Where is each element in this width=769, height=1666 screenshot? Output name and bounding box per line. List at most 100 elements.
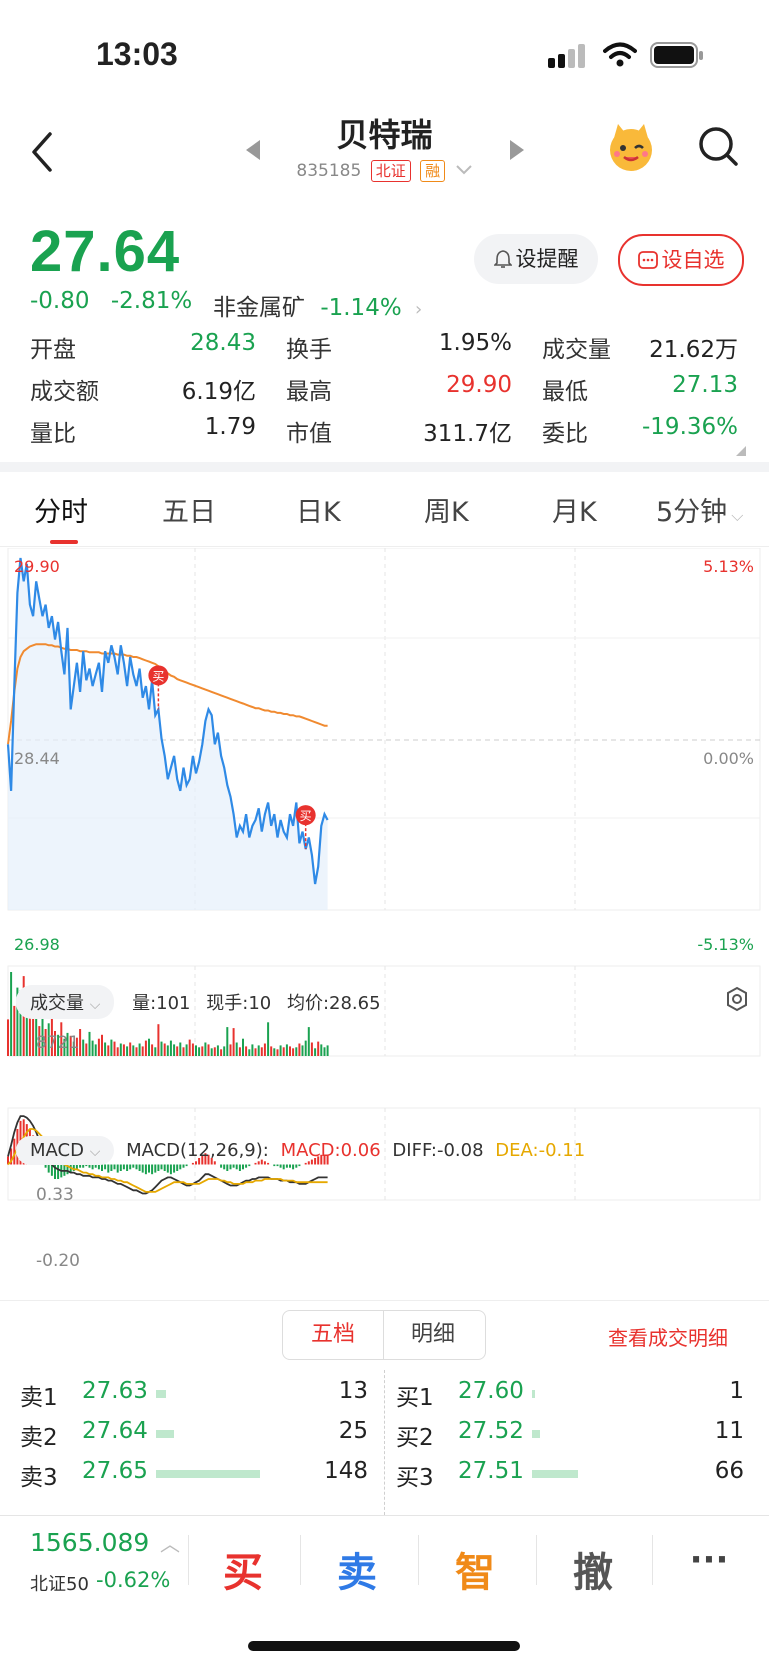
macd-bar xyxy=(210,1158,213,1165)
macd-bar xyxy=(148,1164,150,1173)
y-axis-mid-label: 28.44 xyxy=(14,749,60,768)
set-alert-button[interactable]: 设提醒 xyxy=(474,234,598,284)
prev-stock-icon[interactable] xyxy=(244,138,262,162)
volume-bar xyxy=(66,1032,69,1056)
chevron-down-icon: ⌵ xyxy=(89,1144,101,1160)
macd-bar xyxy=(204,1153,207,1165)
volume-bar xyxy=(201,1046,204,1056)
macd-header: MACD ⌵ MACD(12,26,9): MACD:0.06 DIFF:-0.… xyxy=(16,1136,585,1165)
y-axis-right-top-label: 5.13% xyxy=(703,557,754,576)
buy-level-row[interactable]: 买2 27.52 11 xyxy=(396,1418,756,1458)
volume-panel-frame xyxy=(7,965,761,1057)
sell-level-row[interactable]: 卖3 27.65 148 xyxy=(20,1458,380,1498)
sell-button[interactable]: 卖 xyxy=(337,1550,377,1596)
tab-five-day[interactable]: 五日 xyxy=(162,497,216,528)
chevron-down-icon: ⌵ xyxy=(89,997,101,1013)
buy-level-price: 27.60 xyxy=(458,1378,524,1404)
macd-bar xyxy=(191,1162,194,1165)
volume-bar xyxy=(25,1012,28,1056)
macd-bar xyxy=(232,1164,235,1168)
view-trade-details-link[interactable]: 查看成交明细 xyxy=(608,1326,728,1350)
macd-bar xyxy=(107,1164,110,1173)
back-icon[interactable] xyxy=(28,130,58,174)
add-watchlist-button[interactable]: 设自选 xyxy=(618,234,744,286)
volume-bar xyxy=(116,1047,119,1056)
volume-bar xyxy=(160,1041,163,1056)
macd-bar xyxy=(157,1164,160,1171)
macd-bar xyxy=(110,1164,113,1171)
macd-bar xyxy=(285,1164,288,1168)
stock-code-row[interactable]: 835185 北证 融 xyxy=(0,160,769,182)
macd-bar xyxy=(267,1162,270,1165)
macd-bar xyxy=(182,1164,185,1168)
sector-link[interactable]: 非金属矿 -1.14% › xyxy=(213,288,422,322)
volume-bar xyxy=(88,1031,91,1056)
stat-label: 最高 xyxy=(286,379,332,405)
volume-header: 成交量 ⌵ 量:101 现手:10 均价:28.65 xyxy=(16,985,381,1019)
volume-bar xyxy=(182,1047,185,1056)
intraday-chart[interactable]: 买买 29.90 28.44 26.98 5.13% 0.00% -5.13% … xyxy=(0,548,769,1288)
buy-level-row[interactable]: 买1 27.60 1 xyxy=(396,1378,756,1418)
volume-selector[interactable]: 成交量 ⌵ xyxy=(16,985,115,1019)
volume-bar xyxy=(188,1039,191,1056)
chevron-up-icon[interactable]: ︿ xyxy=(160,1532,180,1556)
volume-bar xyxy=(238,1047,241,1056)
buy-button[interactable]: 买 xyxy=(223,1550,263,1596)
macd-bar xyxy=(220,1164,223,1168)
buy-level-bar xyxy=(532,1390,535,1398)
buy-level-row[interactable]: 买3 27.51 66 xyxy=(396,1458,756,1498)
sell-level-price: 27.65 xyxy=(82,1458,148,1484)
tab-five-minute[interactable]: 5分钟 ⌵ xyxy=(656,490,743,529)
indicator-selector-label: MACD xyxy=(30,1140,84,1161)
search-icon[interactable] xyxy=(696,124,740,170)
volume-bar xyxy=(144,1040,147,1056)
volume-bar xyxy=(279,1045,282,1056)
macd-bar xyxy=(238,1164,241,1171)
settings-icon[interactable] xyxy=(724,986,750,1012)
stat-value: 28.43 xyxy=(190,330,256,356)
active-tab-indicator xyxy=(50,540,78,544)
stat-label: 最低 xyxy=(542,379,588,405)
volume-bar xyxy=(263,1043,266,1056)
macd-bar xyxy=(254,1162,257,1165)
volume-bar xyxy=(298,1043,301,1056)
sell-level-row[interactable]: 卖1 27.63 13 xyxy=(20,1378,380,1418)
volume-bar xyxy=(28,1018,31,1056)
y-axis-bottom-label: 26.98 xyxy=(14,935,60,954)
tab-five-levels[interactable]: 五档 xyxy=(283,1311,384,1359)
volume-bar xyxy=(44,1029,47,1056)
smart-button[interactable]: 智 xyxy=(455,1550,495,1596)
volume-bar xyxy=(207,1044,210,1056)
mascot-icon[interactable] xyxy=(604,120,658,174)
bottom-bar xyxy=(0,1515,769,1666)
buy-level-qty: 1 xyxy=(729,1378,744,1404)
volume-bar xyxy=(251,1044,254,1056)
tab-weekly-k[interactable]: 周K xyxy=(424,497,469,528)
volume-bar xyxy=(310,1042,313,1056)
cancel-order-button[interactable]: 撤 xyxy=(573,1550,613,1596)
volume-bar xyxy=(248,1049,251,1056)
volume-bar xyxy=(292,1048,295,1056)
tab-daily-k[interactable]: 日K xyxy=(296,497,341,528)
indicator-selector[interactable]: MACD ⌵ xyxy=(16,1136,115,1165)
next-stock-icon[interactable] xyxy=(508,138,526,162)
macd-bar xyxy=(304,1162,307,1165)
stat-label: 量比 xyxy=(30,421,76,447)
sell-level-row[interactable]: 卖2 27.64 25 xyxy=(20,1418,380,1458)
tab-intraday[interactable]: 分时 xyxy=(34,497,88,528)
macd-bar xyxy=(229,1164,232,1170)
volume-bar xyxy=(307,1027,310,1056)
expand-corner-icon[interactable] xyxy=(736,446,746,456)
macd-bar xyxy=(282,1164,285,1170)
exchange-tag: 北证 xyxy=(370,160,411,182)
tab-details[interactable]: 明细 xyxy=(410,1322,455,1347)
volume-bar xyxy=(301,1045,304,1056)
tab-monthly-k[interactable]: 月K xyxy=(552,497,597,528)
volume-bar xyxy=(323,1047,326,1056)
volume-bar xyxy=(326,1045,329,1056)
index-value[interactable]: 1565.089 xyxy=(30,1528,150,1557)
volume-bar xyxy=(101,1034,103,1056)
volume-bar xyxy=(41,1005,44,1056)
more-button[interactable]: ··· xyxy=(689,1540,729,1580)
macd-dea: DEA:-0.11 xyxy=(495,1140,586,1161)
